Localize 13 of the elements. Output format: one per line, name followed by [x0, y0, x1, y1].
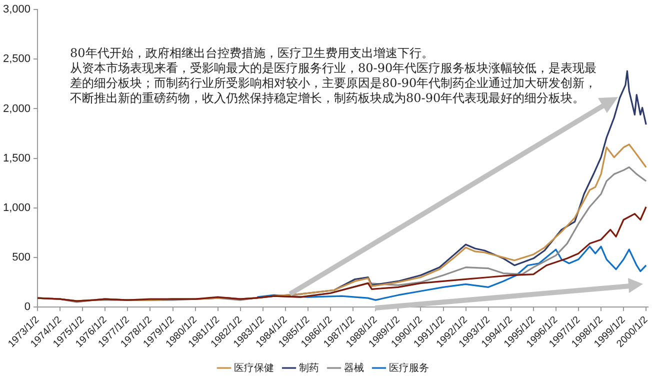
legend-label: 制药: [299, 362, 319, 374]
y-tick-label: 500: [12, 251, 31, 264]
legend-label: 医疗服务: [389, 362, 429, 374]
y-tick-label: 2,500: [2, 53, 31, 66]
legend-label: 器械: [344, 362, 364, 374]
y-tick-label: 1,000: [2, 202, 31, 214]
y-tick-label: 0: [24, 301, 31, 314]
annotation: 从资本市场表现来看，受影响最大的是医疗服务行业，80-90年代医疗服务板块涨幅较低，是表现最差的细分板块；而制药行业所受影响相对较小，主要原因是80-90年代制药企业通过加大研发创新，不断推出新的重磅药物，收入仍然保持稳定增长，制药板块成为80-90年代表现最好的细分板块。: [70, 61, 598, 106]
y-tick-label: 3,000: [2, 4, 31, 16]
y-tick-label: 2,000: [2, 102, 31, 115]
y-tick-label: 1,500: [2, 152, 31, 164]
annotation: 80年代开始，政府相继出台控费措施，医疗卫生费用支出增速下行。: [70, 46, 434, 61]
legend-label: 医疗保健: [234, 362, 274, 374]
